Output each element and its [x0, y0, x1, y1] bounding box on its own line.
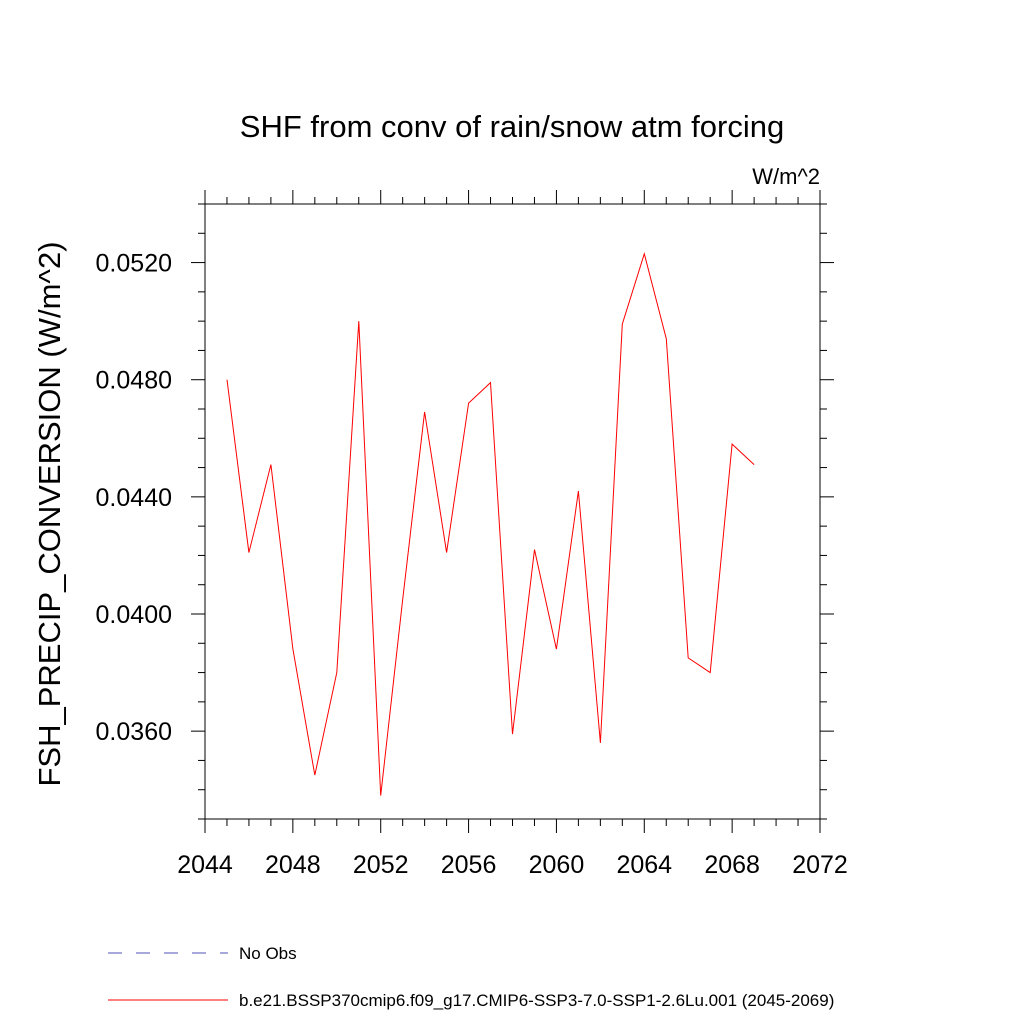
series-line	[226, 251, 755, 796]
y-tick-label: 0.0360	[96, 718, 172, 746]
legend: No Obs b.e21.BSSP370cmip6.f09_g17.CMIP6-S…	[108, 944, 834, 1010]
axis-ticks	[191, 190, 834, 833]
x-tick-label: 2052	[353, 851, 409, 879]
series-layer	[226, 251, 755, 796]
x-tick-label: 2064	[616, 851, 672, 879]
x-tick-label: 2072	[792, 851, 848, 879]
y-tick-label: 0.0400	[96, 601, 172, 629]
x-tick-label: 2060	[529, 851, 585, 879]
x-tick-label: 2056	[441, 851, 497, 879]
x-tick-label: 2044	[177, 851, 233, 879]
x-tick-label: 2068	[704, 851, 760, 879]
legend-label: b.e21.BSSP370cmip6.f09_g17.CMIP6-SSP3-7.…	[239, 991, 834, 1010]
units-label: W/m^2	[752, 164, 820, 189]
x-tick-label: 2048	[265, 851, 321, 879]
legend-label: No Obs	[239, 944, 297, 963]
y-tick-label: 0.0480	[96, 367, 172, 395]
chart-title: SHF from conv of rain/snow atm forcing	[240, 109, 784, 144]
y-tick-label: 0.0520	[96, 250, 172, 278]
axis-tick-labels: 2044 2048 2052 2056 2060 2064 2068 2072 0.0360 0.…	[96, 250, 848, 879]
y-tick-label: 0.0440	[96, 484, 172, 512]
y-axis-label: FSH_PRECIP_CONVERSION (W/m^2)	[32, 241, 67, 786]
